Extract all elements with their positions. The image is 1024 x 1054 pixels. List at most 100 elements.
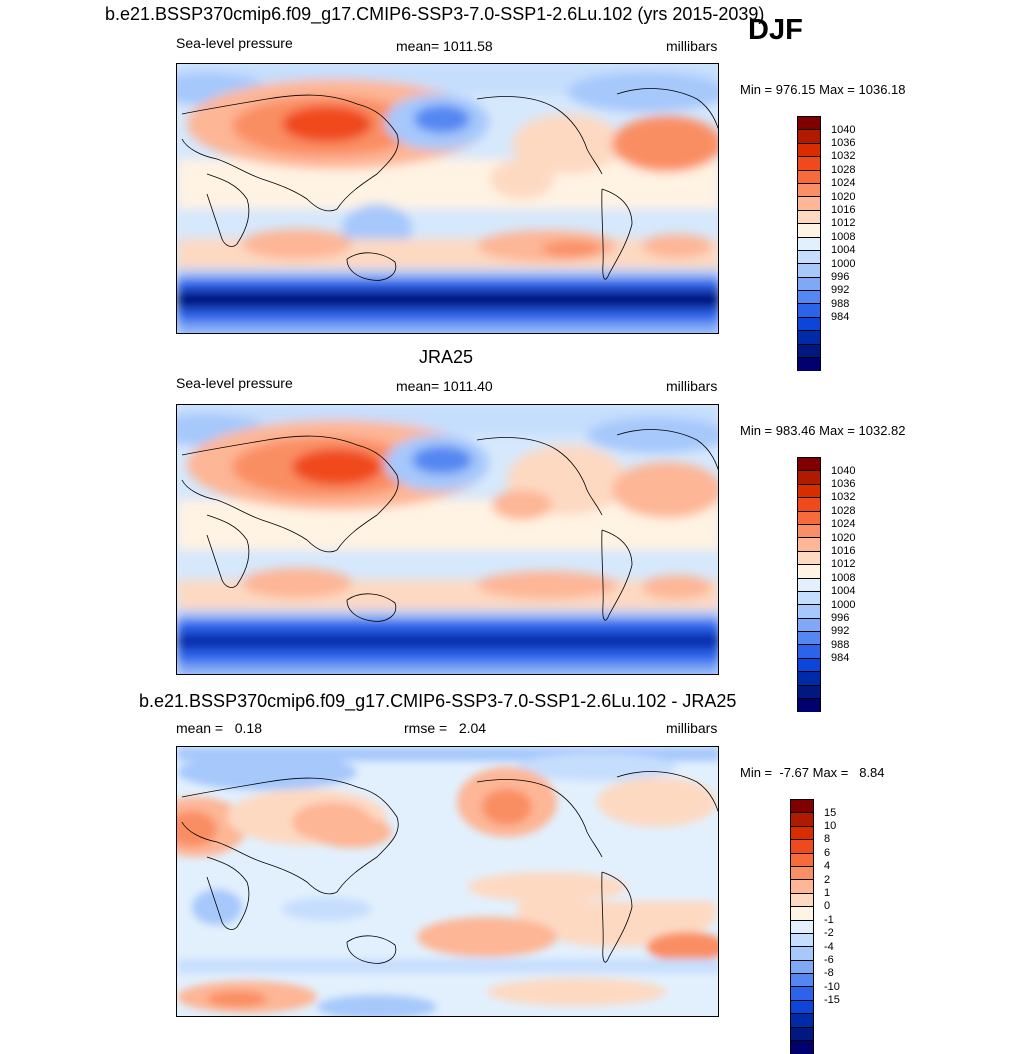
colorbar-swatch — [798, 331, 820, 345]
colorbar-swatch — [798, 344, 820, 359]
colorbar-swatch — [791, 974, 813, 988]
panel-obs-variable-label: Sea-level pressure — [176, 375, 293, 391]
panel-obs-mean-label: mean= 1011.40 — [396, 378, 493, 394]
colorbar-swatch — [798, 291, 820, 305]
colorbar-tick-label: 10 — [824, 820, 837, 832]
colorbar-tick-label: 988 — [831, 638, 850, 651]
colorbar-swatch — [791, 920, 813, 934]
panel-diff-rmse-label: rmse = 2.04 — [404, 720, 487, 736]
panel-obs-map — [176, 404, 719, 675]
colorbar-swatch — [798, 605, 820, 619]
panel-diff-mean-label: mean = 0.18 — [176, 720, 263, 736]
colorbar-tick-label: 1000 — [831, 257, 856, 270]
colorbar-tick-label: 984 — [831, 652, 850, 665]
colorbar-swatch — [798, 538, 820, 552]
colorbar-tick-label: 996 — [831, 271, 850, 283]
panel-model-variable-label: Sea-level pressure — [176, 35, 293, 51]
colorbar-swatch — [798, 591, 820, 606]
colorbar-swatch — [798, 304, 820, 318]
figure-title: b.e21.BSSP370cmip6.f09_g17.CMIP6-SSP3-7.… — [105, 4, 765, 24]
colorbar-swatch — [798, 484, 820, 499]
panel-obs-coastlines — [181, 429, 718, 622]
colorbar-swatch — [798, 183, 820, 198]
colorbar-tick-label: -10 — [824, 980, 840, 993]
colorbar-swatch — [791, 907, 813, 921]
panel-obs-title: JRA25 — [419, 347, 474, 367]
colorbar-swatch — [791, 960, 813, 975]
panel-diff-minmax: Min = -7.67 Max = 8.84 — [740, 765, 885, 780]
colorbar-swatch — [798, 237, 820, 251]
colorbar-tick-label: 2 — [824, 873, 831, 886]
colorbar-swatches — [797, 116, 821, 372]
colorbar-swatch — [798, 250, 820, 265]
colorbar-tick-label: 4 — [824, 860, 831, 873]
colorbar-swatch — [791, 1027, 813, 1042]
colorbar-swatch — [791, 1041, 813, 1054]
colorbar-tick-label: 1008 — [831, 230, 856, 243]
colorbar-swatch — [798, 130, 820, 144]
colorbar-swatch — [798, 699, 820, 713]
colorbar-tick-label: 15 — [824, 806, 837, 819]
colorbar-swatch — [798, 632, 820, 646]
colorbar-tick-label: 1040 — [831, 464, 856, 477]
colorbar-swatch — [798, 498, 820, 512]
colorbar-tick-label: 1000 — [831, 598, 856, 611]
colorbar-tick-label: 1040 — [831, 123, 856, 136]
colorbar-swatch — [791, 933, 813, 948]
panel-diff-map — [176, 746, 719, 1017]
colorbar-tick-label: -1 — [824, 913, 834, 926]
colorbar-swatch — [798, 264, 820, 278]
colorbar-swatch — [798, 658, 820, 673]
colorbar-swatch — [791, 1014, 813, 1028]
colorbar-swatch — [798, 157, 820, 171]
colorbar-tick-label: 996 — [831, 612, 850, 624]
colorbar-swatch — [798, 143, 820, 158]
colorbar-swatch — [791, 987, 813, 1001]
colorbar-tick-label: 1036 — [831, 478, 856, 490]
colorbar-swatch — [798, 170, 820, 184]
colorbar-tick-label: 0 — [824, 900, 831, 913]
colorbar-swatch — [791, 853, 813, 867]
colorbar-tick-label: 1 — [824, 887, 831, 899]
colorbar-swatch — [798, 578, 820, 592]
colorbar-tick-label: 992 — [831, 625, 850, 638]
colorbar-swatch — [798, 471, 820, 485]
colorbar-swatch — [798, 672, 820, 686]
colorbar-tick-label: 1020 — [831, 531, 856, 544]
colorbar-tick-label: -6 — [824, 954, 834, 966]
colorbar-swatch — [798, 511, 820, 525]
colorbar-tick-label: 1004 — [831, 244, 856, 257]
colorbar-tick-label: 1008 — [831, 571, 856, 584]
colorbar-tick-label: 1032 — [831, 150, 856, 163]
colorbar-swatch — [791, 880, 813, 894]
panel-model-minmax: Min = 976.15 Max = 1036.18 — [740, 82, 906, 97]
colorbar-tick-label: 1016 — [831, 545, 856, 557]
panel-diff-title: b.e21.BSSP370cmip6.f09_g17.CMIP6-SSP3-7.… — [139, 691, 737, 711]
colorbar-swatch — [798, 565, 820, 579]
colorbar-swatch — [791, 866, 813, 881]
colorbar-swatch — [791, 1000, 813, 1015]
panel-diff-coastlines — [181, 771, 718, 964]
panel-model-units-label: millibars — [666, 38, 718, 54]
panel-diff-contour-field — [177, 747, 718, 1016]
colorbar-tick-label: -4 — [824, 940, 834, 953]
colorbar-swatch — [791, 840, 813, 854]
colorbar-tick-label: 1020 — [831, 190, 856, 203]
colorbar-tick-label: 1012 — [831, 558, 856, 571]
panel-model-contour-field — [177, 64, 718, 333]
colorbar-tick-label: 988 — [831, 297, 850, 310]
colorbar-swatches — [790, 799, 814, 1054]
colorbar-swatch — [791, 893, 813, 908]
colorbar-tick-label: -8 — [824, 967, 834, 980]
colorbar-swatch — [798, 197, 820, 211]
colorbar-tick-label: 992 — [831, 284, 850, 297]
colorbar-swatch — [798, 551, 820, 566]
colorbar-swatch — [798, 224, 820, 238]
colorbar-swatch — [791, 826, 813, 841]
colorbar-tick-label: -2 — [824, 927, 834, 940]
colorbar-tick-label: 1024 — [831, 518, 856, 531]
colorbar-tick-label: 6 — [824, 846, 831, 859]
colorbar-swatch — [791, 800, 813, 814]
panel-diff-units-label: millibars — [666, 720, 718, 736]
colorbar-swatch — [798, 645, 820, 659]
